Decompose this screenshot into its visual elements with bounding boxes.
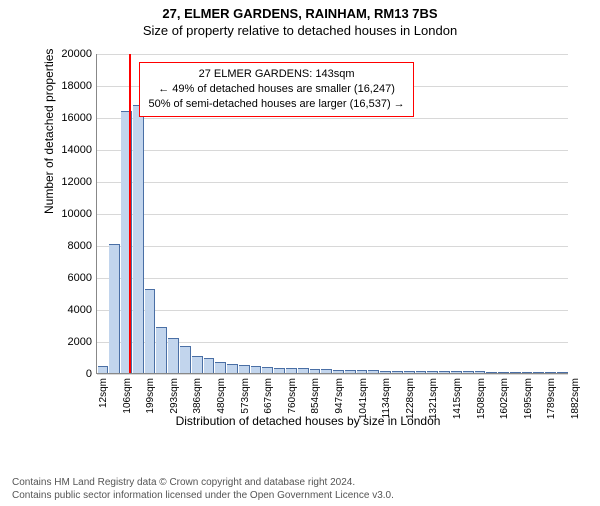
- bar: [404, 371, 415, 373]
- chart-wrap: Number of detached properties 27 ELMER G…: [48, 54, 568, 424]
- plot-area: 27 ELMER GARDENS: 143sqm ← 49% of detach…: [96, 54, 568, 374]
- x-axis-label: Distribution of detached houses by size …: [48, 414, 568, 428]
- annotation-line3: 50% of semi-detached houses are larger (…: [148, 97, 404, 112]
- xtick-label: 1789sqm: [546, 378, 557, 419]
- xtick-label: 667sqm: [263, 378, 274, 414]
- bar: [251, 366, 262, 373]
- bar: [498, 372, 509, 373]
- xtick-label: 1882sqm: [570, 378, 581, 419]
- xtick-label: 1041sqm: [358, 378, 369, 419]
- bar: [463, 371, 474, 373]
- footer-line2: Contains public sector information licen…: [12, 489, 394, 502]
- bar: [262, 367, 273, 373]
- bar: [475, 371, 486, 373]
- xtick-label: 1508sqm: [476, 378, 487, 419]
- bar: [545, 372, 556, 373]
- bar: [368, 370, 379, 373]
- bar: [533, 372, 544, 373]
- bar: [274, 368, 285, 373]
- ytick-label: 14000: [52, 144, 92, 156]
- bar: [522, 372, 533, 373]
- ytick-label: 4000: [52, 304, 92, 316]
- xtick-label: 947sqm: [334, 378, 345, 414]
- bar: [286, 368, 297, 373]
- y-axis-label: Number of detached properties: [42, 49, 56, 214]
- ytick-label: 8000: [52, 240, 92, 252]
- xtick-label: 293sqm: [169, 378, 180, 414]
- xtick-label: 1602sqm: [499, 378, 510, 419]
- bar: [168, 338, 179, 373]
- bar: [204, 358, 215, 373]
- xtick-label: 1695sqm: [523, 378, 534, 419]
- annotation-box: 27 ELMER GARDENS: 143sqm ← 49% of detach…: [139, 62, 413, 117]
- xtick-label: 1415sqm: [452, 378, 463, 419]
- bar: [239, 365, 250, 373]
- bar: [451, 371, 462, 373]
- xtick-label: 386sqm: [192, 378, 203, 414]
- bar: [357, 370, 368, 373]
- ytick-label: 18000: [52, 80, 92, 92]
- xtick-label: 12sqm: [98, 378, 109, 408]
- marker-line: [129, 54, 131, 373]
- bar: [380, 371, 391, 373]
- ytick-label: 0: [52, 368, 92, 380]
- bar: [345, 370, 356, 373]
- footer: Contains HM Land Registry data © Crown c…: [12, 476, 394, 502]
- ytick-label: 10000: [52, 208, 92, 220]
- ytick-label: 2000: [52, 336, 92, 348]
- title-sub: Size of property relative to detached ho…: [0, 23, 600, 38]
- ytick-label: 12000: [52, 176, 92, 188]
- xtick-label: 854sqm: [310, 378, 321, 414]
- bar: [439, 371, 450, 373]
- bar: [109, 244, 120, 373]
- bar: [321, 369, 332, 373]
- chart-container: 27, ELMER GARDENS, RAINHAM, RM13 7BS Siz…: [0, 6, 600, 506]
- bar: [98, 366, 109, 373]
- bar: [557, 372, 568, 373]
- bar: [298, 368, 309, 373]
- bar: [333, 370, 344, 373]
- bar: [192, 356, 203, 373]
- xtick-label: 199sqm: [145, 378, 156, 414]
- ytick-label: 20000: [52, 48, 92, 60]
- bar: [416, 371, 427, 373]
- title-main: 27, ELMER GARDENS, RAINHAM, RM13 7BS: [0, 6, 600, 21]
- bar: [215, 362, 226, 373]
- xtick-label: 1228sqm: [405, 378, 416, 419]
- bar: [156, 327, 167, 373]
- xtick-label: 1134sqm: [381, 378, 392, 418]
- ytick-label: 6000: [52, 272, 92, 284]
- bar: [227, 364, 238, 373]
- bar: [486, 372, 497, 373]
- bar: [180, 346, 191, 373]
- xtick-label: 106sqm: [122, 378, 133, 414]
- xtick-label: 1321sqm: [428, 378, 439, 419]
- bar: [133, 105, 144, 373]
- bar: [510, 372, 521, 373]
- footer-line1: Contains HM Land Registry data © Crown c…: [12, 476, 394, 489]
- xtick-label: 573sqm: [240, 378, 251, 414]
- bar: [310, 369, 321, 373]
- gridline: [97, 374, 568, 375]
- annotation-line2: ← 49% of detached houses are smaller (16…: [148, 82, 404, 97]
- bar: [392, 371, 403, 373]
- xtick-label: 480sqm: [216, 378, 227, 414]
- ytick-label: 16000: [52, 112, 92, 124]
- annotation-line1: 27 ELMER GARDENS: 143sqm: [148, 67, 404, 82]
- bar: [427, 371, 438, 373]
- xtick-label: 760sqm: [287, 378, 298, 414]
- bar: [145, 289, 156, 373]
